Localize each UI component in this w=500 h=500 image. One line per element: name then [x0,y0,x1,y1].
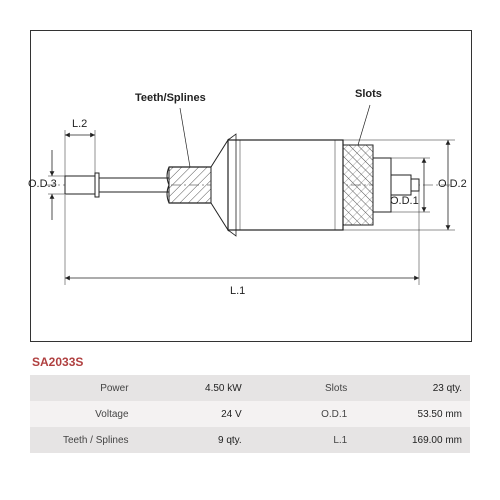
spec-val: 23 qty. [355,375,470,401]
spec-key: L.1 [250,427,356,453]
spec-val: 4.50 kW [137,375,250,401]
label-od1: O.D.1 [390,195,419,207]
spec-key: O.D.1 [250,401,356,427]
spec-val: 24 V [137,401,250,427]
armature-diagram [30,30,470,340]
label-l1: L.1 [230,285,245,297]
label-od3: O.D.3 [28,178,57,190]
spec-key: Voltage [30,401,137,427]
spec-key: Power [30,375,137,401]
spec-val: 53.50 mm [355,401,470,427]
spec-val: 169.00 mm [355,427,470,453]
table-row: Teeth / Splines 9 qty. L.1 169.00 mm [30,427,470,453]
spec-key: Teeth / Splines [30,427,137,453]
spec-key: Slots [250,375,356,401]
label-slots: Slots [355,88,382,100]
part-number: SA2033S [32,355,83,369]
table-row: Power 4.50 kW Slots 23 qty. [30,375,470,401]
label-od2: O.D.2 [438,178,467,190]
spec-table: Power 4.50 kW Slots 23 qty. Voltage 24 V… [30,375,470,453]
spec-val: 9 qty. [137,427,250,453]
label-l2: L.2 [72,118,87,130]
table-row: Voltage 24 V O.D.1 53.50 mm [30,401,470,427]
label-teeth-splines: Teeth/Splines [135,92,206,104]
